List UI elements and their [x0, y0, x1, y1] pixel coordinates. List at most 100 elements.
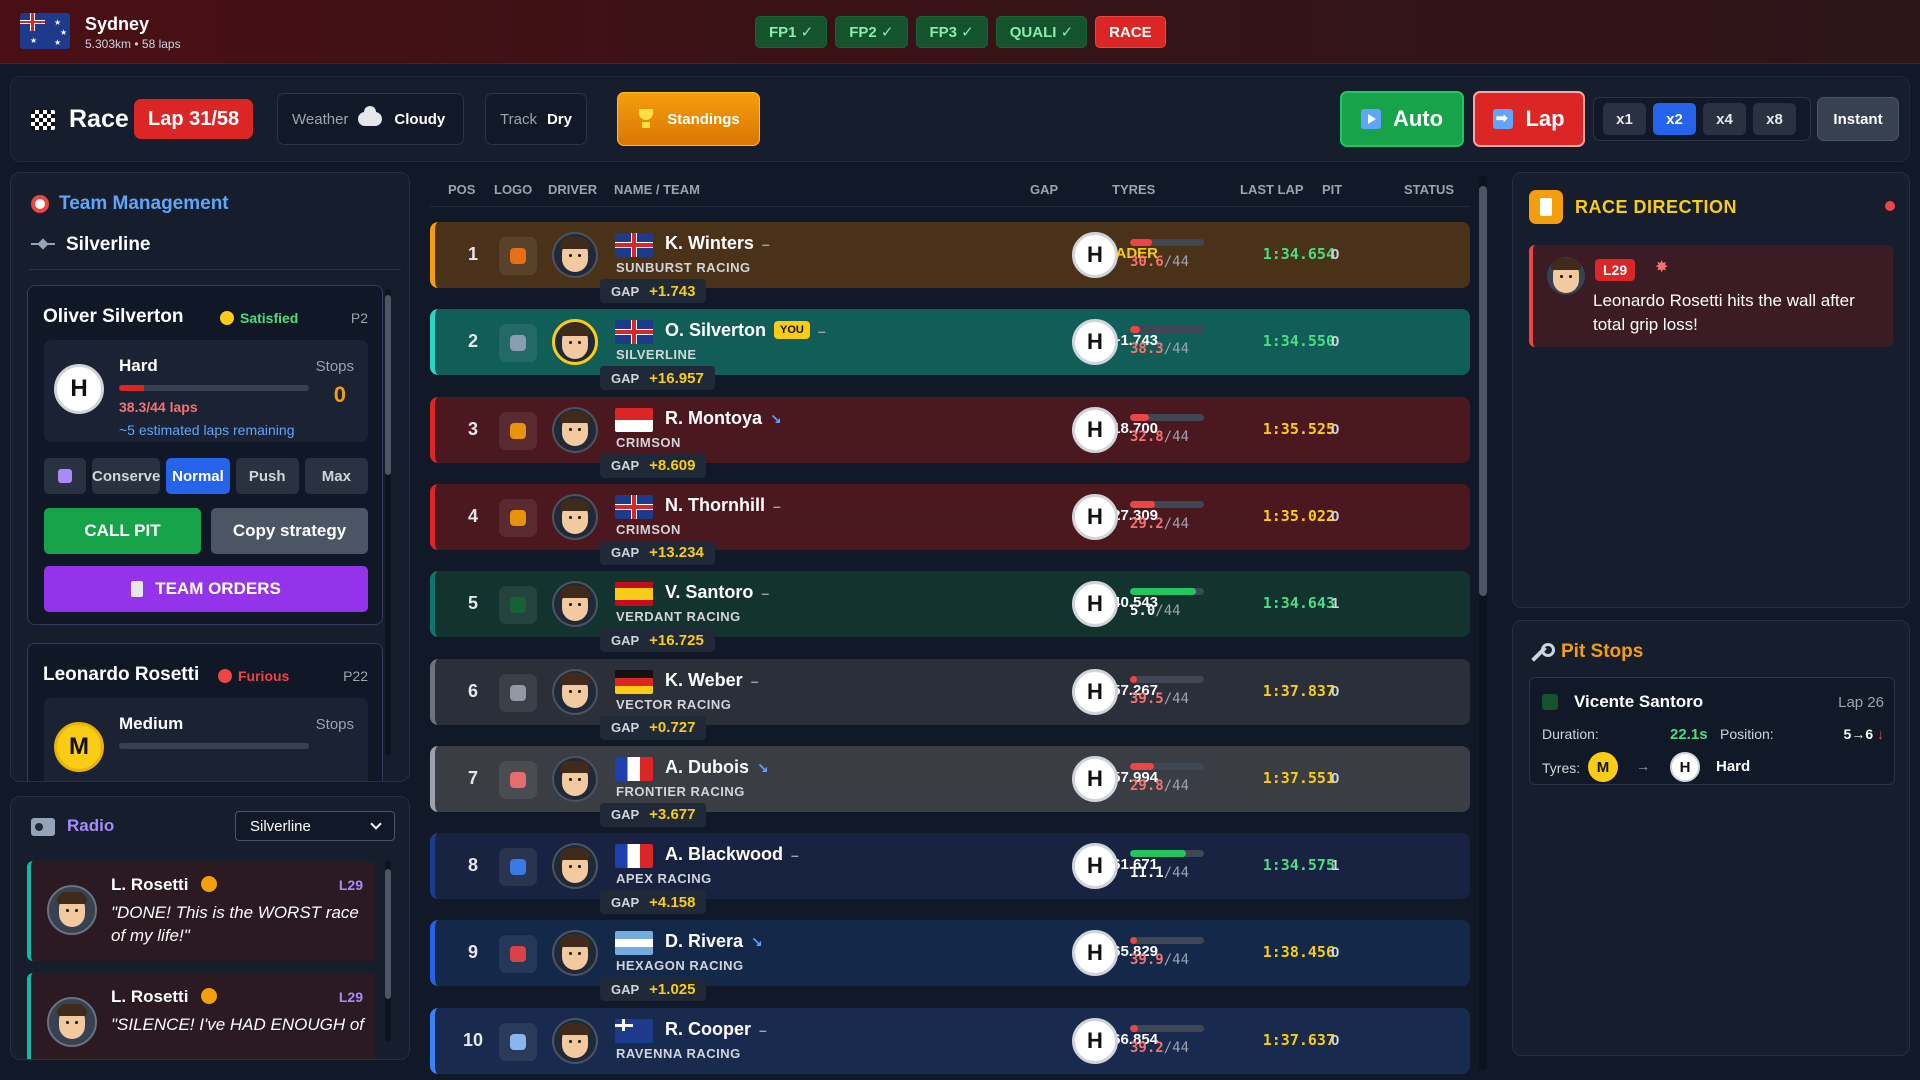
last-lap-time: 1:34.643 — [1262, 594, 1335, 613]
speed-x4-button[interactable]: x4 — [1703, 103, 1746, 135]
arrow-right-icon — [1493, 109, 1514, 129]
position-number: 3 — [467, 418, 478, 439]
table-row[interactable]: 6 K. Weber – VECTOR RACING +57.267 H 39.5/44 1:… — [430, 658, 1470, 725]
speed-x2-button[interactable]: x2 — [1653, 103, 1696, 135]
tyre-wear-bar — [1130, 326, 1204, 334]
call-pit-button[interactable]: CALL PIT — [44, 508, 201, 554]
city-name: Sydney — [85, 14, 150, 34]
table-row[interactable]: 10 R. Cooper – RAVENNA RACING +66.854 H 39.2/4… — [430, 1007, 1470, 1074]
team-scrollbar[interactable] — [385, 289, 391, 755]
driver-name[interactable]: V. Santoro – — [665, 582, 769, 603]
tab-fp3[interactable]: FP3 ✓ — [915, 16, 988, 48]
standings-scrollbar[interactable] — [1479, 176, 1487, 1070]
mode-normal-button[interactable]: Normal — [166, 458, 230, 494]
driver-name[interactable]: K. Weber – — [665, 670, 758, 691]
position-label: Position: — [1720, 726, 1774, 742]
auto-play-button[interactable]: Auto — [1340, 91, 1464, 147]
avatar — [552, 668, 598, 715]
team-logo-icon — [1542, 694, 1558, 710]
track-value: Dry — [546, 110, 572, 128]
tab-race[interactable]: RACE — [1095, 16, 1166, 48]
driver-name[interactable]: A. Blackwood – — [665, 844, 799, 865]
radio-message-sender: L. Rosetti — [111, 875, 189, 894]
tyre-status-box: M Medium Stops — [44, 698, 368, 781]
team-management-panel: Team Management Silverline Oliver Silver… — [10, 172, 410, 782]
standings-button[interactable]: Standings — [617, 92, 760, 146]
gap-ahead-chip: GAP +16.725 — [600, 628, 715, 653]
driving-mode-selector: Conserve Normal Push Max — [44, 458, 368, 494]
avatar — [552, 755, 598, 802]
driver-name: Oliver Silverton — [43, 306, 184, 327]
gap-to-leader: +1.743 — [1111, 332, 1158, 350]
table-row[interactable]: 9 D. Rivera ↘ HEXAGON RACING +65.829 H 39.9/44… — [430, 920, 1470, 987]
mode-push-button[interactable]: Push — [235, 458, 299, 494]
next-lap-button[interactable]: Lap — [1473, 91, 1585, 147]
pit-count: 0 — [1331, 1031, 1340, 1049]
race-direction-icon — [1529, 190, 1563, 224]
table-row[interactable]: 8 A. Blackwood – APEX RACING +61.671 H 11.1/44… — [430, 833, 1470, 900]
position-number: 6 — [467, 680, 478, 701]
position-trend-icon: ↘ — [757, 759, 769, 776]
race-direction-title: RACE DIRECTION — [1575, 197, 1738, 217]
tyres-label: Tyres: — [1542, 760, 1581, 776]
position-change: 5→6 ↓ — [1844, 726, 1884, 742]
table-row[interactable]: 1 K. Winters – SUNBURST RACING LEADER H 30.6/4… — [430, 222, 1470, 288]
position-number: 2 — [467, 331, 478, 352]
avatar — [1547, 257, 1585, 295]
fr-flag-icon — [615, 844, 653, 869]
table-row[interactable]: 2 O. Silverton YOU – SILVERLINE +1.743 H 38.3/4… — [430, 309, 1470, 376]
ar-flag-icon — [615, 931, 653, 956]
speed-x1-button[interactable]: x1 — [1603, 103, 1646, 135]
driver-name[interactable]: O. Silverton YOU – — [665, 320, 826, 341]
team-orders-button[interactable]: TEAM ORDERS — [44, 566, 368, 612]
tyre-wear-value: 39.5/44 — [1130, 691, 1189, 707]
tab-fp1[interactable]: FP1 ✓ — [755, 16, 828, 48]
de-flag-icon — [615, 669, 653, 694]
position-trend-icon: – — [791, 847, 799, 864]
play-icon — [1360, 109, 1381, 129]
radio-team-select[interactable]: Silverline — [235, 811, 395, 841]
scrollbar-thumb[interactable] — [1479, 186, 1487, 596]
driver-name[interactable]: R. Montoya ↘ — [665, 408, 782, 429]
session-tabs: FP1 ✓ FP2 ✓ FP3 ✓ QUALI ✓ RACE — [755, 16, 1166, 48]
tyre-wear-total: /44 — [1163, 1039, 1190, 1056]
tab-quali[interactable]: QUALI ✓ — [995, 16, 1088, 48]
table-row[interactable]: 7 A. Dubois ↘ FRONTIER RACING +57.994 H 29.8/4… — [430, 745, 1470, 812]
pit-stop-lap: Lap 26 — [1838, 694, 1884, 711]
stops-label: Stops — [315, 716, 354, 733]
tyre-wear-total: /44 — [1163, 254, 1190, 270]
pit-count: 1 — [1331, 595, 1340, 613]
driver-name[interactable]: A. Dubois ↘ — [665, 757, 769, 778]
driver-name[interactable]: N. Thornhill – — [665, 495, 781, 516]
radio-scrollbar[interactable] — [385, 861, 391, 1041]
avatar — [552, 581, 598, 628]
table-row[interactable]: 5 V. Santoro – VERDANT RACING +40.543 H 5.0/44… — [430, 571, 1470, 638]
scrollbar-thumb[interactable] — [385, 295, 391, 475]
mode-conserve-button[interactable]: Conserve — [92, 458, 161, 494]
tyre-wear-bar — [1130, 500, 1204, 508]
driver-name[interactable]: D. Rivera ↘ — [665, 931, 763, 952]
driver-name[interactable]: R. Cooper – — [665, 1019, 767, 1040]
position-number: 9 — [467, 942, 478, 963]
table-row[interactable]: 3 R. Montoya ↘ CRIMSON +18.700 H 32.8/44 1:35.5… — [430, 396, 1470, 463]
speed-x8-button[interactable]: x8 — [1753, 103, 1796, 135]
driver-name[interactable]: K. Winters – — [665, 233, 770, 254]
instant-button[interactable]: Instant — [1817, 97, 1899, 141]
last-lap-time: 1:37.637 — [1262, 1030, 1335, 1049]
copy-strategy-button[interactable]: Copy strategy — [211, 508, 368, 554]
tyre-wear-value: 11.1/44 — [1130, 865, 1189, 881]
table-row[interactable]: 4 N. Thornhill – CRIMSON +27.309 H 29.2/44 1:35… — [430, 483, 1470, 550]
mood-label: Satisfied — [240, 310, 299, 326]
tyre-wear-value: 39.2/44 — [1130, 1040, 1189, 1056]
scrollbar-thumb[interactable] — [385, 869, 391, 999]
pit-count: 0 — [1331, 333, 1340, 351]
laps-remaining-estimate: ~5 estimated laps remaining — [119, 422, 295, 438]
avatar — [552, 319, 598, 366]
tab-fp2[interactable]: FP2 ✓ — [835, 16, 908, 48]
team-logo-icon — [499, 411, 537, 450]
tyre-wear-bar — [1130, 239, 1204, 246]
mode-max-button[interactable]: Max — [304, 458, 368, 494]
col-pit: PIT — [1322, 182, 1343, 197]
tyre-wear-total: /44 — [1163, 428, 1190, 445]
new-tyre-name: Hard — [1716, 758, 1751, 775]
